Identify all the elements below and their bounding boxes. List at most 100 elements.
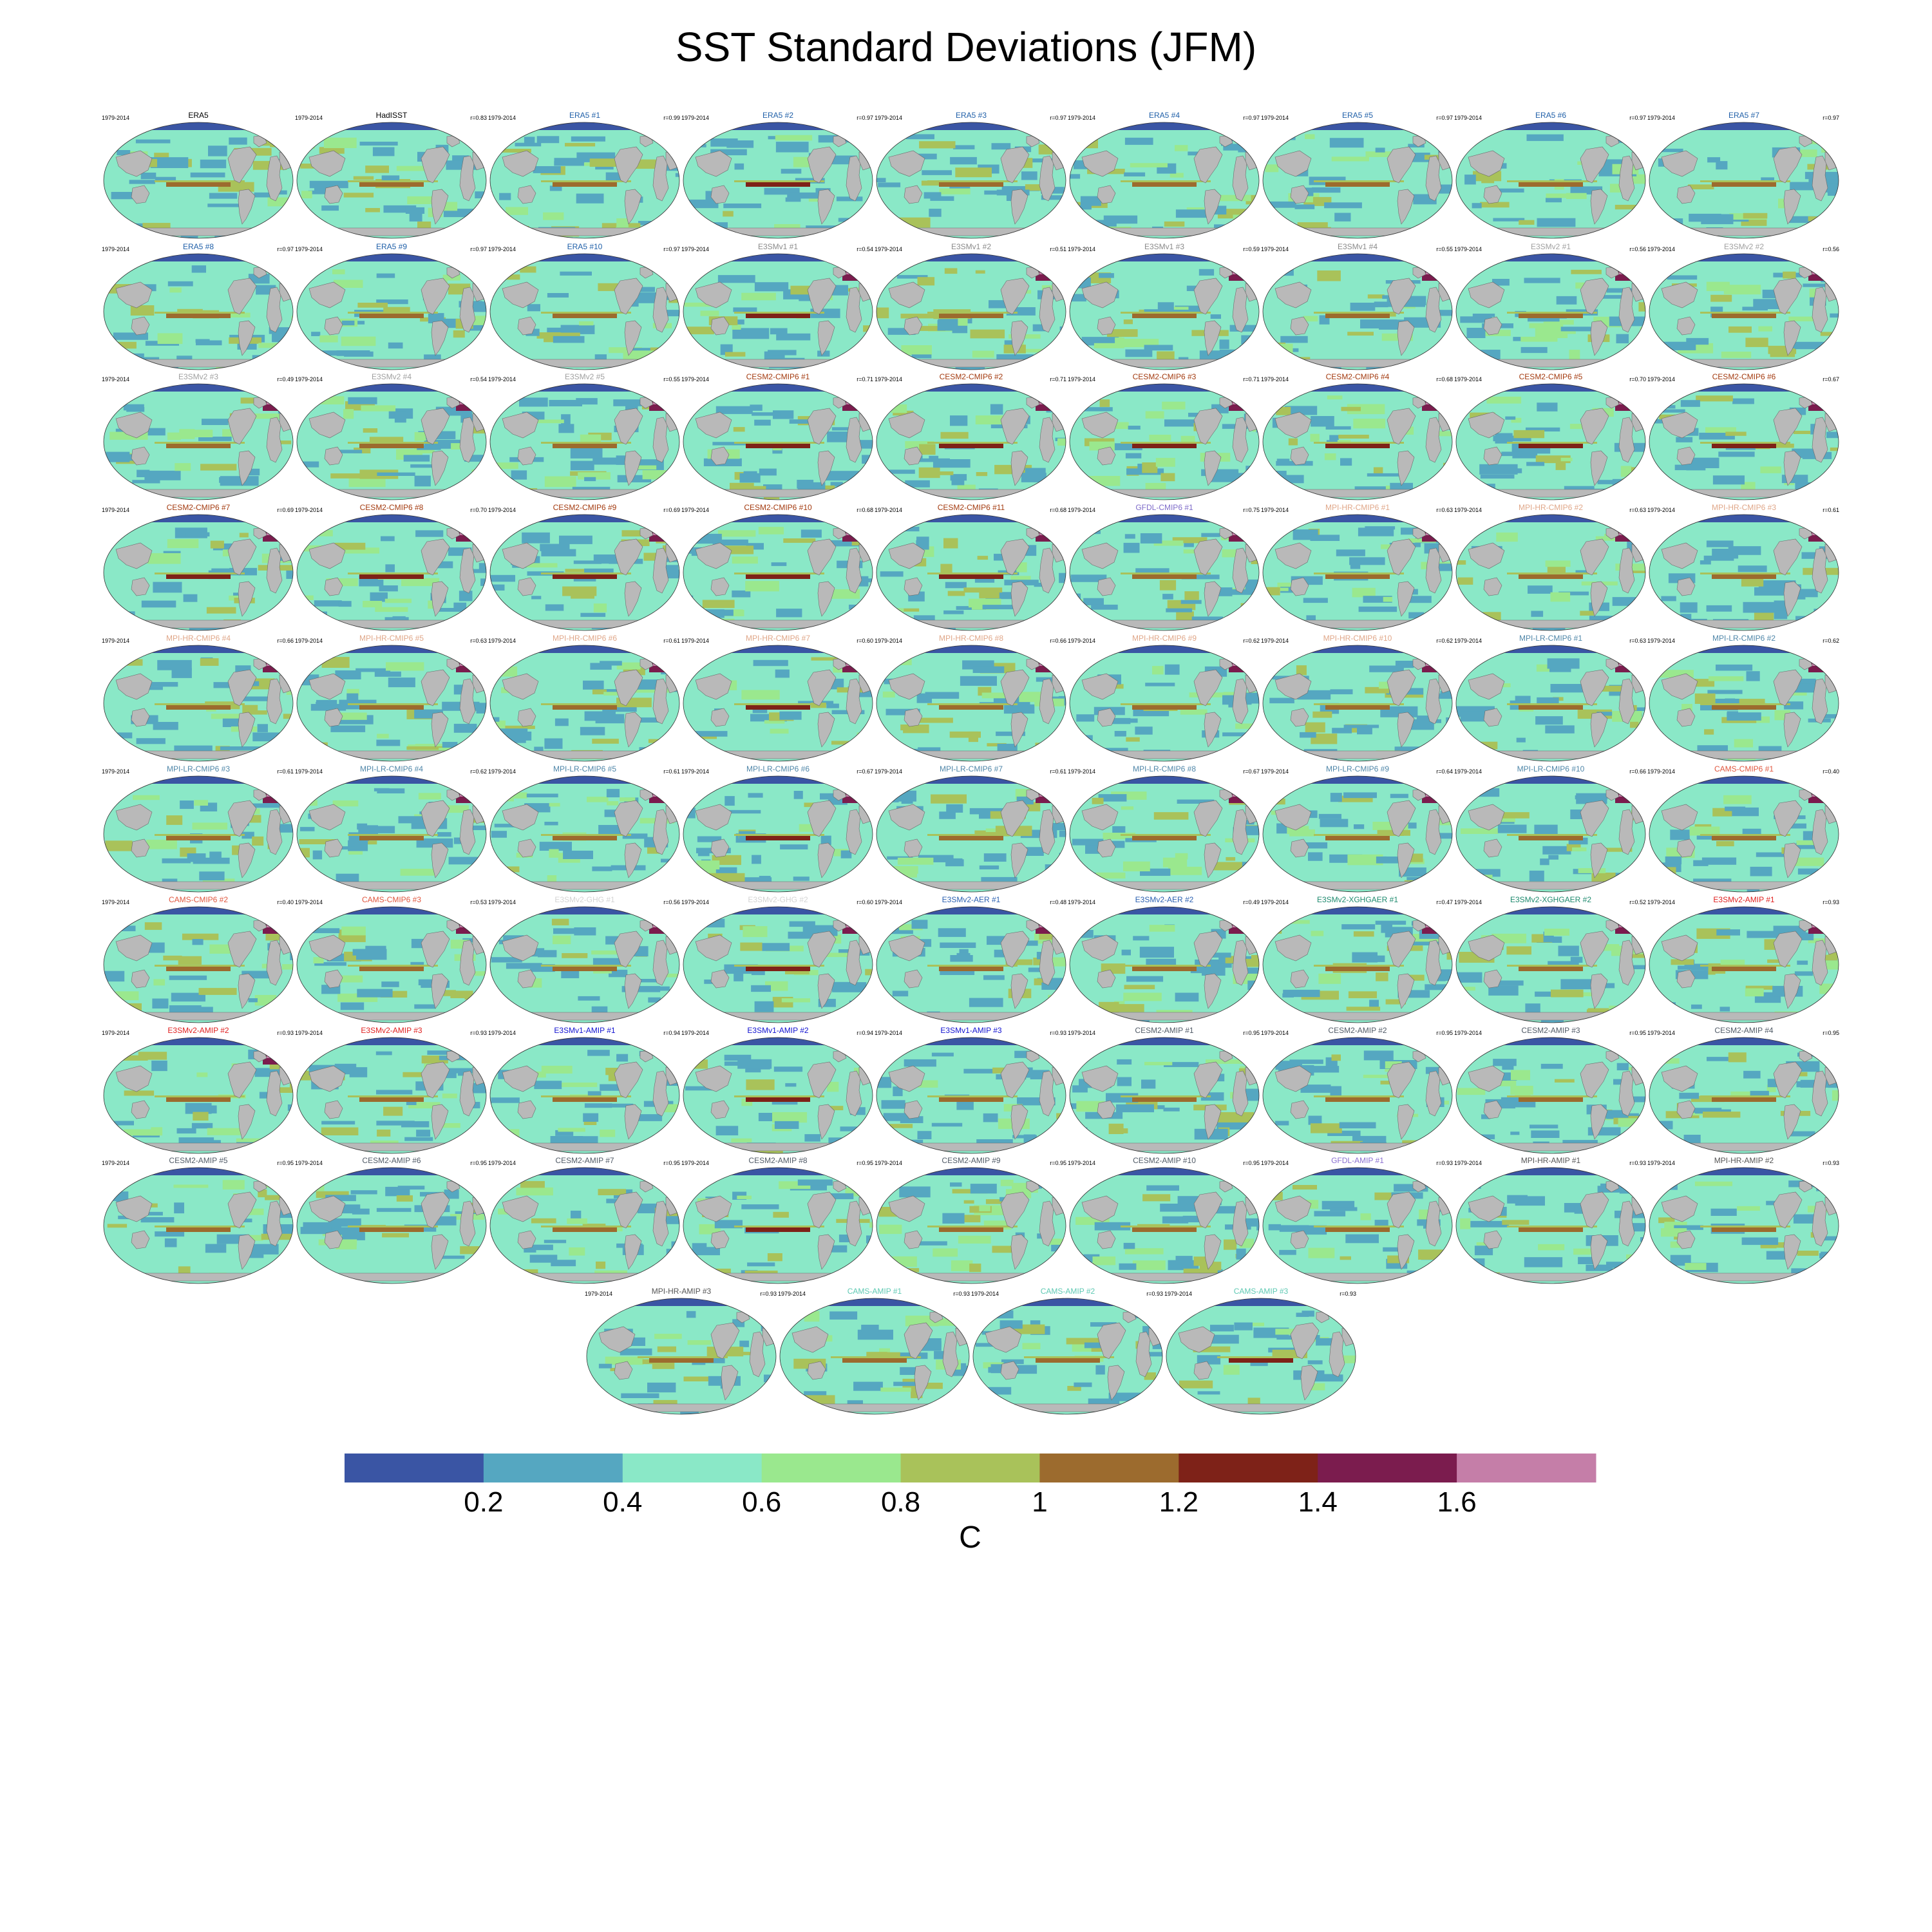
panel-label: ERA5 #5 <box>1341 111 1374 120</box>
panel-correlation: r=0.94 <box>857 1030 873 1036</box>
panel-correlation: r=0.95 <box>1243 1160 1260 1166</box>
sst-map <box>1069 514 1260 631</box>
sst-map <box>683 645 873 762</box>
panel-label: CESM2-CMIP6 #6 <box>1712 372 1776 381</box>
panel-correlation: r=0.62 <box>1823 638 1839 644</box>
panel-correlation: r=0.40 <box>1823 768 1839 775</box>
panel-correlation: r=0.69 <box>663 507 680 513</box>
panel-correlation: r=0.63 <box>470 638 487 644</box>
panel-period: 1979-2014 <box>1261 376 1289 383</box>
sst-map <box>1649 122 1839 239</box>
panel-period: 1979-2014 <box>1261 246 1289 252</box>
panel-label: ERA5 #4 <box>1148 111 1180 120</box>
panel-correlation: r=0.55 <box>1436 246 1453 252</box>
sst-map <box>1649 775 1839 893</box>
panel-period: 1979-2014 <box>681 246 710 252</box>
panel-period: 1979-2014 <box>971 1291 999 1297</box>
map-panel: 1979-2014 E3SMv2-AMIP #3 r=0.93 <box>295 1026 488 1155</box>
panel-period: 1979-2014 <box>681 899 710 905</box>
panel-correlation: r=0.61 <box>1823 507 1839 513</box>
panel-period: 1979-2014 <box>778 1291 806 1297</box>
panel-label: MPI-HR-CMIP6 #9 <box>1132 634 1197 643</box>
map-panel: 1979-2014 E3SMv1 #3 r=0.59 <box>1068 242 1261 371</box>
panel-correlation: r=0.83 <box>470 115 487 121</box>
sst-map <box>103 775 294 893</box>
sst-map <box>683 383 873 500</box>
panel-period: 1979-2014 <box>1647 638 1676 644</box>
panel-period: 1979-2014 <box>1261 638 1289 644</box>
sst-map <box>1069 775 1260 893</box>
panel-label: MPI-HR-CMIP6 #5 <box>359 634 424 643</box>
panel-label: MPI-LR-CMIP6 #3 <box>166 764 231 773</box>
panel-label: ERA5 #1 <box>569 111 601 120</box>
panel-period: 1979-2014 <box>1068 1160 1096 1166</box>
panel-correlation: r=0.97 <box>1823 115 1839 121</box>
panel-period: 1979-2014 <box>1454 115 1482 121</box>
panel-label: E3SMv2 #5 <box>564 372 605 381</box>
panel-period: 1979-2014 <box>488 115 516 121</box>
panel-correlation: r=0.97 <box>470 246 487 252</box>
map-panel: 1979-2014 MPI-HR-CMIP6 #5 r=0.63 <box>295 634 488 762</box>
panel-label: E3SMv2-GHG #2 <box>748 895 808 904</box>
sst-map <box>1262 1167 1453 1284</box>
panel-period: 1979-2014 <box>1261 1030 1289 1036</box>
panel-period: 1979-2014 <box>1647 507 1676 513</box>
panel-correlation: r=0.63 <box>1436 507 1453 513</box>
sst-map <box>489 253 680 370</box>
panel-period: 1979-2014 <box>1068 899 1096 905</box>
panel-correlation: r=0.66 <box>1629 768 1646 775</box>
sst-map <box>1455 122 1646 239</box>
sst-map <box>876 253 1066 370</box>
panel-correlation: r=0.56 <box>1823 246 1839 252</box>
panel-period: 1979-2014 <box>102 1160 130 1166</box>
panel-correlation: r=0.62 <box>470 768 487 775</box>
map-panel: 1979-2014 MPI-HR-CMIP6 #3 r=0.61 <box>1647 503 1841 632</box>
panel-label: CAMS-CMIP6 #2 <box>168 895 229 904</box>
map-panel: 1979-2014 MPI-LR-CMIP6 #9 r=0.64 <box>1261 764 1454 893</box>
panel-label: MPI-HR-CMIP6 #7 <box>745 634 810 643</box>
sst-map <box>876 1167 1066 1284</box>
panel-period: 1979-2014 <box>1454 376 1482 383</box>
sst-map <box>1455 645 1646 762</box>
sst-map <box>296 383 487 500</box>
panel-label: E3SMv2-AER #1 <box>942 895 1001 904</box>
map-panel: 1979-2014 CESM2-AMIP #4 r=0.95 <box>1647 1026 1841 1155</box>
panel-correlation: r=0.49 <box>1243 899 1260 905</box>
panel-period: 1979-2014 <box>102 115 130 121</box>
panel-label: MPI-LR-CMIP6 #4 <box>359 764 424 773</box>
panel-label: E3SMv2 #3 <box>178 372 219 381</box>
sst-map <box>1455 383 1646 500</box>
panel-period: 1979-2014 <box>488 507 516 513</box>
panel-period: 1979-2014 <box>1261 1160 1289 1166</box>
panel-correlation: r=0.66 <box>1050 638 1066 644</box>
map-panel: 1979-2014 MPI-LR-CMIP6 #3 r=0.61 <box>102 764 295 893</box>
sst-map <box>296 1037 487 1154</box>
panel-period: 1979-2014 <box>875 1160 903 1166</box>
panel-period: 1979-2014 <box>875 768 903 775</box>
panel-correlation: r=0.95 <box>470 1160 487 1166</box>
panel-label: MPI-HR-AMIP #1 <box>1520 1156 1581 1165</box>
panel-period: 1979-2014 <box>875 1030 903 1036</box>
sst-map <box>1649 1167 1839 1284</box>
panel-period: 1979-2014 <box>295 115 323 121</box>
panel-correlation: r=0.59 <box>1243 246 1260 252</box>
map-panel: 1979-2014 CESM2-AMIP #3 r=0.95 <box>1454 1026 1647 1155</box>
map-panel: 1979-2014 E3SMv2 #1 r=0.56 <box>1454 242 1647 371</box>
panel-correlation: r=0.97 <box>1629 115 1646 121</box>
panel-correlation: r=0.95 <box>1629 1030 1646 1036</box>
panel-correlation: r=0.95 <box>663 1160 680 1166</box>
sst-map <box>1649 383 1839 500</box>
panel-period: 1979-2014 <box>102 899 130 905</box>
map-panel: 1979-2014 CAMS-AMIP #2 r=0.93 <box>971 1287 1164 1416</box>
panel-period: 1979-2014 <box>1068 638 1096 644</box>
panel-label: CAMS-CMIP6 #3 <box>361 895 422 904</box>
colorbar-tick-label: 0.2 <box>464 1486 504 1518</box>
sst-map <box>103 253 294 370</box>
sst-map <box>1262 383 1453 500</box>
panel-correlation: r=0.61 <box>277 768 294 775</box>
panel-period: 1979-2014 <box>488 899 516 905</box>
panel-label: CAMS-AMIP #3 <box>1233 1287 1289 1296</box>
sst-map <box>1649 645 1839 762</box>
panel-label: ERA5 #3 <box>955 111 987 120</box>
panel-period: 1979-2014 <box>488 1160 516 1166</box>
